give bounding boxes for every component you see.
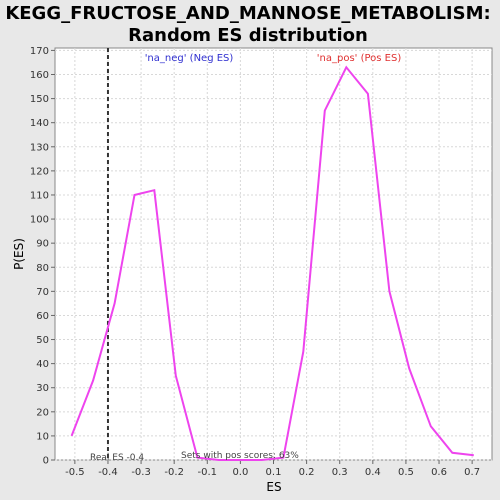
- y-axis-ticks: 0 10 20 30 40 50 60 70 80 90 100 110 120 130 140 150 160…: [30, 46, 55, 467]
- y-tick-label: 80: [36, 263, 49, 274]
- y-tick-label: 0: [43, 456, 49, 467]
- y-tick-label: 50: [36, 335, 49, 346]
- y-tick-label: 120: [30, 166, 49, 177]
- x-tick-label: 0.3: [332, 467, 348, 478]
- y-tick-label: 160: [30, 70, 49, 81]
- chart-subtitle: Random ES distribution: [128, 25, 368, 46]
- x-tick-label: -0.4: [98, 467, 118, 478]
- real-es-label: Real ES -0.4: [90, 453, 144, 463]
- y-tick-label: 100: [30, 215, 49, 226]
- y-tick-label: 30: [36, 383, 49, 394]
- y-tick-label: 150: [30, 94, 49, 105]
- x-tick-label: 0.4: [365, 467, 381, 478]
- x-tick-label: 0.1: [266, 467, 282, 478]
- pos-scores-label: Sets with pos scores: 63%: [181, 451, 299, 461]
- x-tick-label: 0.0: [232, 467, 248, 478]
- y-tick-label: 110: [30, 190, 49, 201]
- y-tick-label: 140: [30, 118, 49, 129]
- y-tick-label: 70: [36, 287, 49, 298]
- x-axis-ticks: -0.5 -0.4 -0.3 -0.2 -0.1 0.0 0.1 0.2 0.3 0.4 0.5 0.…: [65, 460, 480, 478]
- es-distribution-line: [70, 65, 474, 461]
- y-tick-label: 10: [36, 431, 49, 442]
- y-tick-label: 170: [30, 46, 49, 57]
- x-tick-label: -0.1: [198, 467, 218, 478]
- y-tick-label: 20: [36, 407, 49, 418]
- y-tick-label: 90: [36, 239, 49, 250]
- chart-title: KEGG_FRUCTOSE_AND_MANNOSE_METABOLISM:: [5, 3, 490, 24]
- x-tick-label: 0.6: [431, 467, 447, 478]
- x-tick-label: -0.5: [65, 467, 85, 478]
- y-axis-label: P(ES): [12, 238, 26, 270]
- y-tick-label: 40: [36, 359, 49, 370]
- x-tick-label: 0.5: [398, 467, 414, 478]
- legend-pos: 'na_pos' (Pos ES): [317, 53, 402, 64]
- y-tick-label: 130: [30, 142, 49, 153]
- y-tick-label: 60: [36, 311, 49, 322]
- x-axis-label: ES: [266, 480, 281, 494]
- x-tick-label: 0.7: [464, 467, 480, 478]
- x-tick-label: -0.2: [164, 467, 184, 478]
- x-tick-label: 0.2: [299, 467, 315, 478]
- x-tick-label: -0.3: [131, 467, 151, 478]
- legend-neg: 'na_neg' (Neg ES): [145, 53, 234, 64]
